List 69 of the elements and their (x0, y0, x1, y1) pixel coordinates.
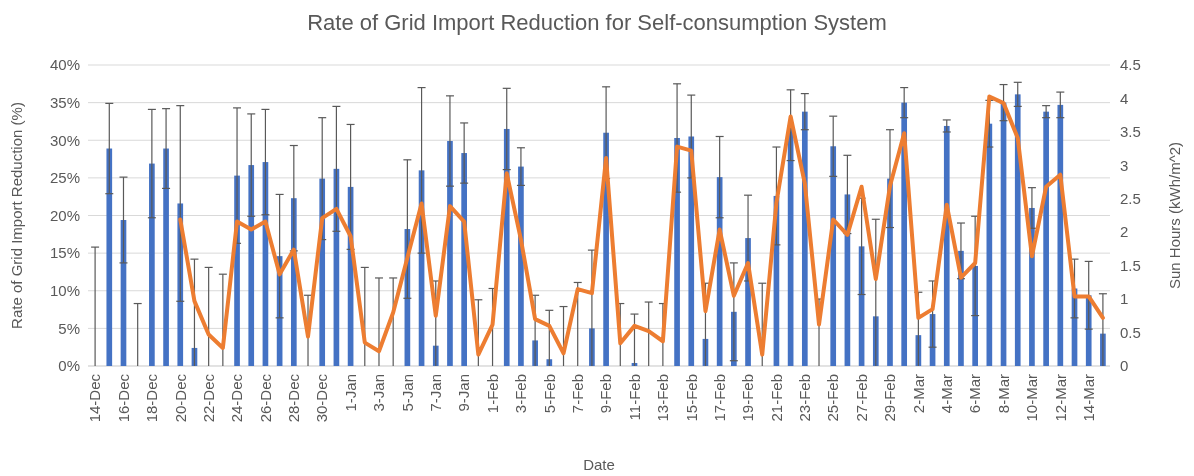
x-tick-label: 3-Jan (370, 374, 388, 412)
y2-tick-label: 4.5 (1120, 56, 1141, 74)
x-tick-label: 25-Feb (824, 374, 842, 422)
x-tick-label: 27-Feb (852, 374, 870, 422)
y-tick-label: 25% (49, 169, 80, 187)
y2-tick-label: 4 (1120, 89, 1129, 107)
x-axis-title: Date (583, 456, 615, 473)
bar (106, 148, 113, 366)
x-tick-label: 1-Jan (341, 374, 359, 412)
x-tick-label: 18-Dec (143, 373, 161, 423)
y2-tick-label: 0 (1120, 357, 1129, 375)
x-tick-label: 21-Feb (767, 374, 785, 422)
y2-tick-label: 3.5 (1120, 123, 1141, 141)
x-tick-label: 5-Feb (540, 374, 558, 414)
x-tick-label: 11-Feb (625, 374, 643, 421)
bar (972, 265, 978, 366)
y-tick-label: 5% (58, 319, 80, 337)
x-tick-label: 1-Feb (483, 374, 501, 414)
x-tick-label: 23-Feb (796, 374, 814, 422)
x-tick-label: 5-Jan (398, 374, 416, 412)
x-tick-label: 3-Feb (512, 374, 530, 414)
y-tick-label: 35% (49, 93, 80, 111)
y-axis-title: Rate of Grid Import Reduction (%) (8, 102, 25, 329)
x-tick-label: 24-Dec (228, 373, 246, 423)
y-tick-label: 40% (49, 56, 80, 74)
x-tick-label: 29-Feb (881, 374, 899, 422)
bar (1014, 94, 1021, 366)
y-tick-label: 10% (49, 282, 80, 299)
x-tick-label: 30-Dec (313, 373, 331, 423)
y-tick-label: 0% (58, 357, 80, 375)
bar (1057, 104, 1064, 366)
y-tick-label: 15% (49, 244, 80, 262)
x-tick-label: 7-Feb (568, 374, 586, 414)
y2-tick-label: 3 (1120, 156, 1129, 174)
x-tick-label: 16-Dec (114, 373, 132, 423)
bar (163, 148, 169, 366)
y2-axis-title: Sun Hours (kWh/m^2) (1166, 141, 1183, 290)
x-tick-label: 12-Mar (1051, 374, 1069, 422)
x-tick-label: 13-Feb (654, 374, 672, 422)
x-tick-label: 2-Mar (909, 374, 927, 414)
bar (1043, 111, 1049, 366)
x-tick-label: 4-Mar (938, 374, 956, 414)
y2-tick-label: 1 (1120, 290, 1129, 308)
x-tick-label: 15-Feb (682, 374, 700, 422)
line-series (178, 94, 1105, 357)
x-tick-label: 28-Dec (285, 373, 303, 423)
x-tick-label: 19-Feb (739, 374, 757, 422)
x-tick-label: 26-Dec (256, 373, 274, 423)
x-tick-label: 9-Jan (455, 374, 473, 412)
y2-tick-label: 2 (1120, 223, 1129, 241)
y2-tick-label: 0.5 (1120, 323, 1141, 341)
bar (149, 163, 155, 366)
y-tick-label: 20% (49, 206, 80, 224)
x-tick-label: 14-Mar (1079, 374, 1097, 422)
x-tick-label: 10-Mar (1023, 374, 1041, 422)
bar (248, 165, 255, 366)
x-tick-label: 22-Dec (199, 373, 217, 423)
y2-tick-label: 1.5 (1120, 256, 1141, 274)
chart-title: Rate of Grid Import Reduction for Self-consumption System (307, 10, 887, 35)
x-tick-label: 17-Feb (710, 374, 728, 422)
x-tick-label: 9-Feb (597, 374, 615, 414)
x-tick-label: 6-Mar (966, 374, 984, 414)
y-tick-label: 30% (49, 131, 80, 149)
bar (943, 125, 950, 366)
y2-tick-label: 2.5 (1120, 190, 1141, 208)
x-tick-label: 7-Jan (427, 374, 445, 412)
x-tick-label: 8-Mar (994, 374, 1012, 414)
x-tick-label: 14-Dec (86, 373, 104, 423)
x-tick-label: 20-Dec (171, 373, 189, 423)
